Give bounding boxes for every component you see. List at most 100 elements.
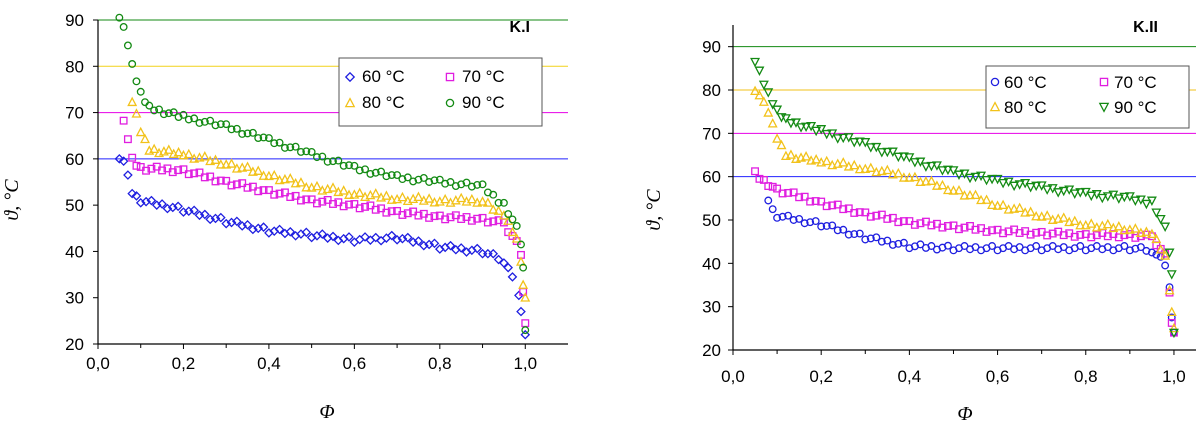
data-point bbox=[1058, 186, 1069, 197]
legend-box bbox=[338, 57, 543, 127]
data-point bbox=[488, 248, 499, 259]
data-point bbox=[354, 234, 365, 245]
data-point bbox=[833, 200, 842, 209]
data-point bbox=[334, 156, 343, 165]
data-point bbox=[145, 101, 154, 110]
data-point bbox=[440, 193, 451, 204]
data-point bbox=[800, 192, 809, 201]
data-point bbox=[1102, 218, 1113, 229]
data-point bbox=[521, 319, 530, 328]
data-point bbox=[1086, 191, 1097, 202]
data-point bbox=[162, 203, 173, 214]
data-point bbox=[195, 168, 204, 177]
data-point bbox=[248, 182, 257, 191]
data-point bbox=[216, 212, 226, 223]
data-point bbox=[916, 240, 925, 249]
data-point bbox=[877, 237, 886, 246]
data-point bbox=[822, 222, 831, 230]
y-tick-label: 50 bbox=[702, 211, 721, 230]
data-point bbox=[764, 182, 773, 191]
data-point bbox=[768, 182, 777, 191]
data-point bbox=[408, 237, 418, 247]
data-point bbox=[402, 232, 413, 243]
data-point bbox=[1131, 244, 1140, 253]
data-point bbox=[128, 60, 137, 68]
data-point bbox=[764, 196, 773, 205]
data-point bbox=[1009, 181, 1020, 192]
data-point bbox=[254, 187, 263, 196]
data-point bbox=[1014, 202, 1025, 213]
data-point bbox=[872, 233, 881, 242]
data-point bbox=[827, 129, 838, 139]
data-point bbox=[989, 101, 1001, 112]
data-point bbox=[1004, 227, 1013, 236]
data-point bbox=[938, 223, 947, 232]
data-point bbox=[1032, 242, 1041, 250]
data-point bbox=[767, 100, 778, 110]
data-point bbox=[446, 213, 455, 222]
data-point bbox=[211, 121, 220, 130]
data-point bbox=[232, 124, 241, 133]
legend-marker bbox=[344, 71, 356, 83]
data-point bbox=[371, 205, 380, 214]
data-point bbox=[274, 224, 285, 235]
data-point bbox=[264, 134, 273, 142]
data-point bbox=[424, 239, 434, 250]
data-point bbox=[206, 116, 215, 125]
data-point bbox=[759, 175, 768, 184]
data-point bbox=[456, 192, 467, 203]
data-point bbox=[1047, 214, 1058, 224]
data-point bbox=[520, 292, 531, 302]
data-point bbox=[350, 200, 359, 208]
data-point bbox=[944, 222, 952, 230]
data-point bbox=[328, 182, 338, 192]
data-point bbox=[876, 148, 887, 158]
x-tick-label: 0,4 bbox=[257, 354, 281, 373]
data-point bbox=[477, 196, 488, 206]
data-point bbox=[237, 221, 248, 231]
data-point bbox=[398, 211, 407, 219]
data-point bbox=[403, 209, 412, 218]
data-point bbox=[1042, 210, 1053, 220]
data-point bbox=[758, 96, 769, 106]
data-point bbox=[227, 181, 236, 190]
data-point bbox=[754, 66, 765, 76]
data-point bbox=[493, 254, 504, 265]
data-point bbox=[429, 238, 440, 249]
data-point bbox=[318, 197, 327, 206]
data-point bbox=[965, 189, 975, 200]
legend-entry: 90 °C bbox=[1098, 98, 1157, 117]
data-point bbox=[174, 166, 183, 175]
data-point bbox=[301, 227, 312, 238]
data-point bbox=[816, 157, 827, 167]
data-point bbox=[1141, 226, 1152, 236]
data-point bbox=[231, 163, 242, 173]
data-point bbox=[135, 198, 146, 208]
data-point bbox=[990, 77, 1000, 87]
data-point bbox=[377, 167, 386, 176]
plot-area: 20 30 40 50 60 70 80 90 0,0 0,2 0,4 0,6 0,8 1,0 bbox=[702, 25, 1196, 386]
data-point bbox=[158, 166, 167, 175]
y-tick-label: 60 bbox=[65, 150, 84, 169]
data-point bbox=[833, 226, 842, 235]
data-point bbox=[1114, 233, 1123, 242]
data-point bbox=[392, 235, 402, 245]
data-point bbox=[1031, 181, 1042, 192]
series-0 bbox=[114, 154, 531, 340]
data-point bbox=[222, 120, 231, 129]
y-tick-label: 30 bbox=[702, 298, 721, 317]
data-point bbox=[1091, 222, 1102, 232]
data-point bbox=[971, 225, 980, 234]
data-point bbox=[1076, 242, 1085, 250]
data-point bbox=[768, 205, 777, 214]
data-point bbox=[445, 98, 455, 108]
y-tick-label: 90 bbox=[65, 11, 84, 30]
data-point bbox=[498, 210, 509, 220]
data-point bbox=[937, 166, 948, 176]
data-point bbox=[169, 108, 178, 117]
x-axis-label: Φ bbox=[957, 403, 972, 425]
legend-entry: 70 °C bbox=[1099, 73, 1157, 92]
series-3 bbox=[115, 13, 530, 335]
legend-label: 90 °C bbox=[462, 93, 505, 112]
